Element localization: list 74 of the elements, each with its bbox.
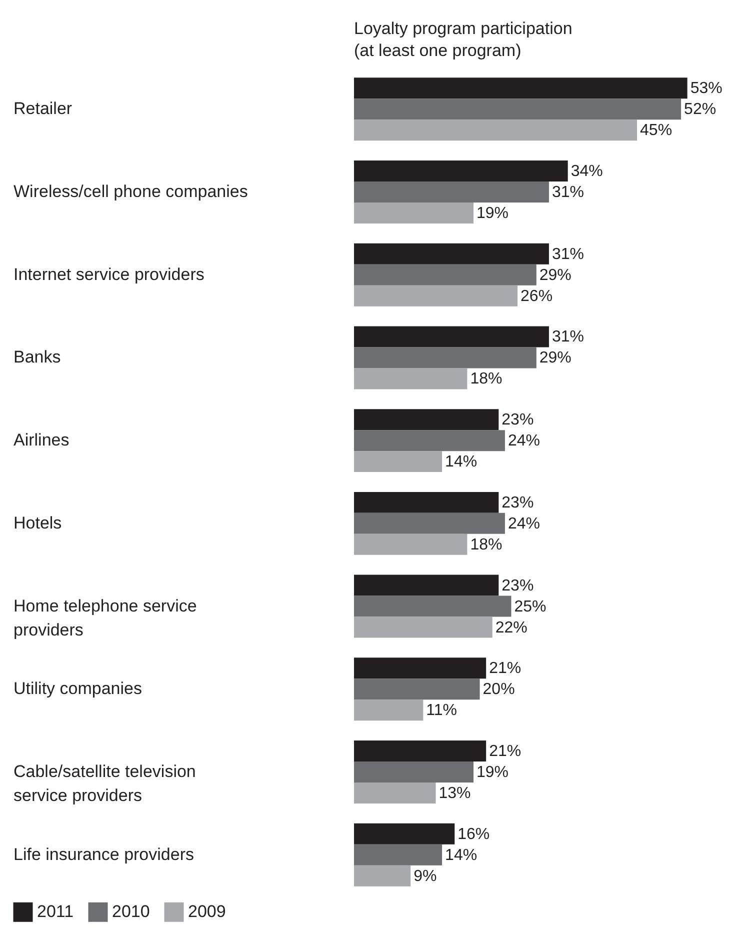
data-label: 25% <box>514 598 546 616</box>
y-tick-label: Home telephone service providers <box>14 596 197 640</box>
data-label: 21% <box>489 743 522 760</box>
bar <box>354 120 638 141</box>
data-label: 13% <box>438 784 471 802</box>
bar <box>354 243 549 264</box>
bar <box>354 596 512 617</box>
data-label: 9% <box>414 868 437 885</box>
y-tick-label: Utility companies <box>14 679 142 698</box>
data-label: 34% <box>570 163 603 180</box>
data-label: 23% <box>502 494 534 512</box>
data-label: 14% <box>445 846 478 864</box>
data-label: 45% <box>640 122 672 140</box>
bar <box>354 700 424 721</box>
y-tick-label: Life insurance providers <box>14 844 194 864</box>
bar <box>354 534 468 555</box>
bar <box>354 658 486 679</box>
data-label: 29% <box>539 350 572 367</box>
bar <box>354 326 549 348</box>
bar <box>354 823 455 844</box>
legend-label: 2011 <box>37 902 74 922</box>
bar <box>354 285 518 306</box>
chart-title: Loyalty program participation (at least one program) <box>354 19 572 60</box>
bar <box>354 492 499 513</box>
bar <box>354 782 436 804</box>
bar <box>354 762 474 782</box>
bar <box>354 347 536 368</box>
bar <box>354 430 505 452</box>
y-tick-label: Cable/satellite television service providers <box>14 762 196 805</box>
data-label: 14% <box>445 454 478 471</box>
data-label: 24% <box>508 515 540 532</box>
data-label: 24% <box>508 432 540 450</box>
y-tick-label: Wireless/cell phone companies <box>14 182 248 201</box>
data-label: 19% <box>476 204 509 222</box>
bar <box>354 574 499 596</box>
data-label: 20% <box>482 681 515 698</box>
data-label: 26% <box>520 288 553 305</box>
data-label: 16% <box>458 826 490 843</box>
y-tick-label: Hotels <box>14 513 62 532</box>
data-label: 53% <box>690 80 722 98</box>
legend-label: 2010 <box>112 902 150 922</box>
bar <box>354 98 682 120</box>
bar <box>354 264 536 286</box>
bar <box>354 409 499 430</box>
bar <box>354 202 474 224</box>
bar <box>354 368 468 390</box>
bar <box>354 678 480 700</box>
data-label: 23% <box>502 577 534 594</box>
bar <box>354 451 442 472</box>
bar <box>354 844 442 866</box>
data-label: 31% <box>552 246 584 263</box>
data-label: 29% <box>539 266 572 284</box>
y-tick-label: Airlines <box>14 430 70 450</box>
data-label: 31% <box>552 328 584 346</box>
data-label: 52% <box>684 101 716 118</box>
data-label: 18% <box>470 370 502 388</box>
legend-label: 2009 <box>188 902 226 922</box>
data-label: 23% <box>502 412 534 429</box>
data-label: 19% <box>476 764 509 781</box>
data-label: 11% <box>426 702 458 720</box>
y-tick-label: Retailer <box>14 99 72 118</box>
y-tick-label: Internet service providers <box>14 264 204 284</box>
y-tick-label: Banks <box>14 348 61 367</box>
bar <box>354 512 505 534</box>
data-label: 21% <box>489 660 522 678</box>
data-label: 31% <box>552 184 584 201</box>
bar <box>354 160 568 182</box>
data-label: 22% <box>495 619 528 636</box>
data-label: 18% <box>470 536 502 554</box>
bar <box>354 865 411 886</box>
bar <box>354 182 549 202</box>
bar <box>354 616 492 638</box>
bar <box>354 740 486 762</box>
bar <box>354 78 688 99</box>
